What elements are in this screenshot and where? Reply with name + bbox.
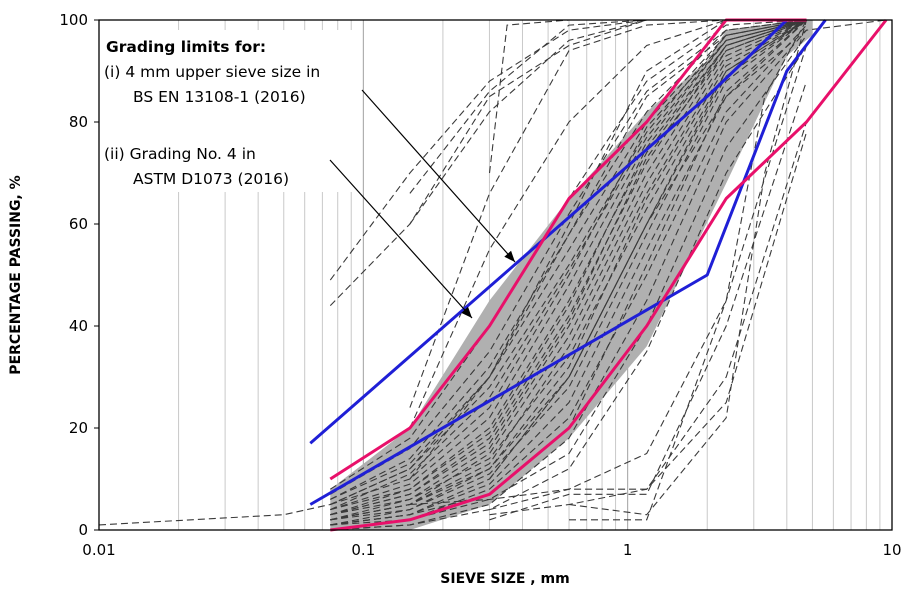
sample-curve: [330, 19, 807, 500]
x-tick-label: 0.01: [82, 541, 115, 559]
sample-curve: [569, 45, 808, 521]
sample-curve: [409, 19, 807, 480]
sample-curve: [330, 19, 807, 511]
x-tick-label: 0.1: [351, 541, 375, 559]
sample-curve: [330, 19, 807, 526]
sample-curve: [330, 19, 807, 516]
annotation-arrow-i: [361, 89, 516, 263]
annotation-background: [100, 30, 362, 192]
annotation-arrow-ii: [329, 159, 473, 319]
sample-curve: [489, 19, 807, 511]
annotation-arrow-i-head: [504, 250, 515, 262]
annotation-line-i-a: (i) 4 mm upper sieve size in: [104, 63, 320, 81]
astm-lower-limit-line: [330, 19, 888, 532]
x-axis-title: SIEVE SIZE , mm: [440, 571, 569, 587]
sample-curve: [568, 19, 808, 516]
y-tick-label: 60: [69, 215, 88, 233]
sample-curve: [330, 19, 807, 506]
y-tick-label: 0: [78, 521, 88, 539]
bs-en-lower-limit-line: [309, 19, 827, 506]
annotation-line-ii-b: ASTM D1073 (2016): [133, 170, 289, 188]
annotation-arrow-ii-head: [461, 306, 472, 318]
bs-en-upper-limit-line: [309, 18, 788, 445]
plot-border: [98, 19, 893, 531]
sample-curve: [489, 19, 887, 480]
sample-envelope-layer: [330, 20, 813, 530]
plot-frame: [98, 19, 893, 531]
x-tick-label: 1: [623, 541, 633, 559]
grading-limit-curves-layer: [309, 18, 888, 532]
y-tick-label: 100: [59, 11, 88, 29]
sample-curve: [330, 19, 807, 490]
x-tick-label: 10: [882, 541, 901, 559]
annotation-heading: Grading limits for:: [106, 38, 266, 56]
sample-curve: [488, 19, 807, 174]
y-tick-label: 20: [69, 419, 88, 437]
annotation-arrows: [329, 89, 516, 319]
sample-curve: [330, 19, 807, 516]
y-axis-title: PERCENTAGE PASSING, %: [8, 175, 24, 374]
y-tick-label: 80: [69, 113, 88, 131]
sample-curve: [409, 121, 808, 506]
annotation-line-ii-a: (ii) Grading No. 4 in: [104, 145, 256, 163]
annotation-line-i-b: BS EN 13108-1 (2016): [133, 88, 306, 106]
y-tick-label: 40: [69, 317, 88, 335]
annotation-box: Grading limits for: (i) 4 mm upper sieve…: [100, 30, 362, 192]
sample-envelope: [330, 20, 813, 530]
sample-curve: [330, 19, 807, 521]
sample-curve: [409, 19, 807, 225]
sample-curve: [330, 45, 807, 531]
